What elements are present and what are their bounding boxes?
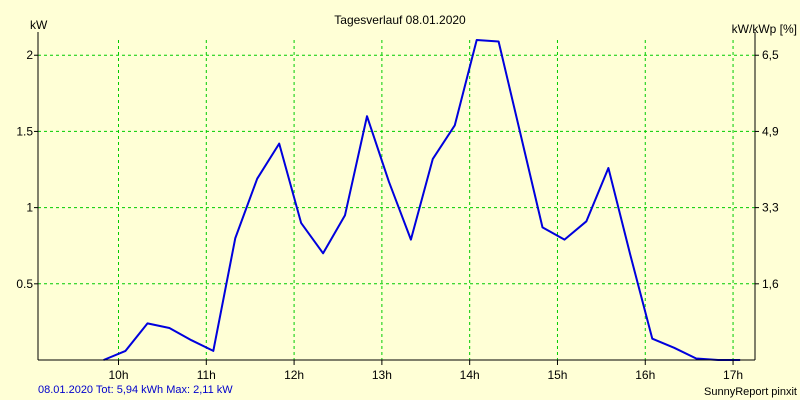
data-point — [498, 40, 500, 43]
data-point — [476, 39, 478, 41]
data-point — [146, 322, 149, 325]
data-series — [102, 39, 741, 361]
x-tick-label: 17h — [723, 368, 743, 382]
y-tick-label-right: 6,5 — [762, 48, 779, 62]
data-point — [234, 237, 236, 239]
tick-labels: 10h 11h 12h 13h 14h 15h 16h 17h 0.5 1,6 1 3,3 1.5 4,9… — [16, 48, 779, 382]
data-point — [366, 115, 368, 117]
data-point — [256, 178, 258, 180]
data-point — [651, 338, 653, 340]
data-point — [124, 350, 127, 352]
y-axis-label-right: kW/kWp [%] — [732, 22, 797, 36]
series-line — [103, 39, 741, 361]
data-point — [278, 143, 280, 145]
data-point — [388, 181, 390, 183]
data-point — [563, 239, 566, 241]
y-tick-label-left: 2 — [26, 48, 33, 62]
grid — [38, 40, 755, 360]
chart-title: Tagesverlauf 08.01.2020 — [334, 13, 466, 27]
data-point — [519, 133, 522, 136]
data-point — [541, 226, 544, 229]
x-tick-label: 10h — [108, 368, 128, 382]
y-tick-label-right: 3,3 — [762, 201, 779, 215]
data-point — [322, 252, 324, 254]
y-tick-label-left: 0.5 — [16, 277, 33, 291]
y-tick-label-right: 4,9 — [762, 124, 779, 138]
data-point — [344, 214, 346, 216]
data-point — [168, 327, 171, 329]
y-tick-label-left: 1 — [26, 201, 33, 215]
data-point — [673, 347, 675, 349]
x-tick-label: 16h — [635, 368, 655, 382]
y-tick-label-right: 1,6 — [762, 277, 779, 291]
data-point — [585, 220, 588, 222]
x-tick-label: 15h — [547, 368, 567, 382]
y-axis-label-left: kW — [30, 18, 48, 32]
footer-summary: 08.01.2020 Tot: 5,94 kWh Max: 2,11 kW — [38, 384, 233, 396]
x-tick-label: 12h — [284, 368, 304, 382]
data-point — [629, 254, 631, 256]
x-tick-label: 13h — [372, 368, 392, 382]
data-point — [607, 167, 609, 169]
axes — [34, 32, 759, 365]
data-point — [695, 357, 697, 360]
data-point — [432, 158, 434, 160]
y-tick-label-left: 1.5 — [16, 124, 33, 138]
x-tick-label: 14h — [460, 368, 480, 382]
data-point — [212, 350, 214, 352]
data-point — [190, 339, 192, 341]
data-point — [454, 124, 456, 126]
x-tick-label: 11h — [197, 368, 216, 382]
data-point — [410, 239, 412, 241]
data-point — [300, 222, 302, 224]
footer-credit: SunnyReport pinxit — [704, 386, 797, 398]
